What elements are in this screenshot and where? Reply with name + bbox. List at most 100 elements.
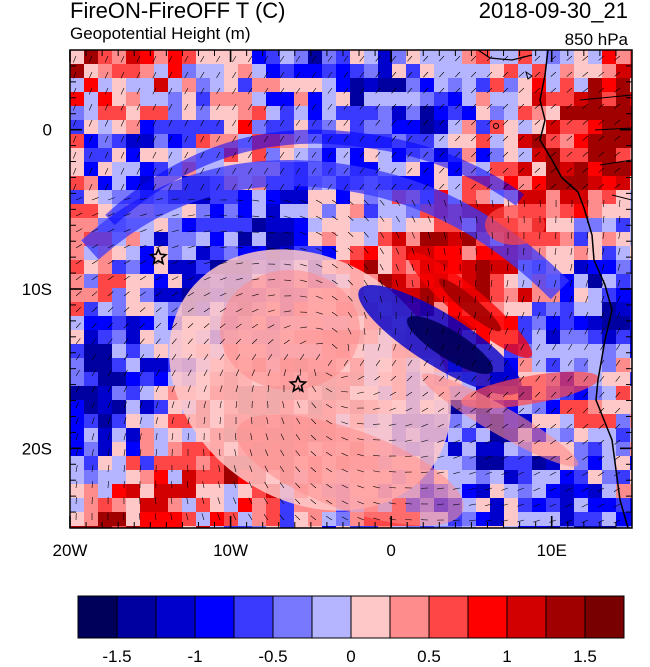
- wind-vector: [470, 151, 477, 158]
- wind-vector: [534, 151, 541, 157]
- wind-vector: [187, 245, 195, 249]
- wind-vector: [283, 354, 289, 361]
- wind-vector: [582, 455, 589, 461]
- wind-vector: [186, 481, 189, 489]
- field-cell: [616, 330, 631, 345]
- wind-vector: [299, 354, 305, 361]
- field-cell: [378, 204, 393, 219]
- wind-vector: [168, 151, 173, 159]
- wind-vector: [536, 343, 541, 351]
- field-cell: [70, 456, 85, 471]
- wind-vector: [216, 103, 221, 111]
- wind-vector: [341, 406, 349, 409]
- field-cell: [364, 92, 379, 107]
- wind-vector: [152, 167, 157, 175]
- wind-vector: [405, 423, 413, 427]
- field-cell: [84, 470, 99, 485]
- field-cell: [574, 428, 589, 443]
- field-cell: [196, 512, 211, 527]
- field-cell: [224, 120, 239, 135]
- wind-vector: [599, 391, 605, 398]
- wind-vector: [120, 87, 125, 95]
- field-cell: [126, 78, 141, 93]
- field-cell: [70, 372, 85, 387]
- wind-vector: [311, 402, 317, 409]
- wind-vector: [343, 151, 349, 158]
- wind-vector: [518, 183, 525, 190]
- field-cell: [602, 498, 617, 513]
- wind-vector: [584, 343, 589, 351]
- wind-vector: [248, 151, 253, 159]
- wind-vector: [341, 391, 349, 393]
- wind-vector: [552, 343, 557, 351]
- wind-vector: [155, 497, 157, 505]
- field-cell: [504, 526, 519, 528]
- wind-vector: [171, 214, 179, 217]
- field-cell: [210, 92, 225, 107]
- wind-vector: [296, 401, 301, 409]
- field-cell: [616, 260, 631, 275]
- wind-vector: [614, 71, 621, 77]
- field-cell: [504, 274, 519, 289]
- field-cell: [84, 372, 99, 387]
- wind-vector: [597, 487, 605, 492]
- field-cell: [98, 78, 113, 93]
- wind-vector: [91, 401, 96, 409]
- field-cell: [574, 400, 589, 415]
- field-cell: [168, 442, 183, 457]
- wind-vector: [391, 135, 397, 142]
- field-cell: [616, 428, 631, 443]
- field-cell: [84, 386, 99, 401]
- wind-vector: [200, 55, 205, 63]
- field-cell: [168, 526, 183, 528]
- wind-vector: [187, 292, 195, 297]
- field-cell: [448, 232, 463, 247]
- wind-vector: [550, 119, 557, 125]
- wind-vector: [520, 343, 525, 351]
- field-cell: [504, 162, 519, 177]
- wind-vector: [251, 199, 259, 202]
- wind-vector: [104, 151, 109, 159]
- field-cell: [84, 302, 99, 317]
- field-cell: [602, 470, 617, 485]
- field-cell: [462, 120, 477, 135]
- wind-vector: [395, 279, 399, 287]
- field-cell: [546, 484, 561, 499]
- field-cell: [476, 512, 491, 527]
- field-cell: [70, 274, 85, 289]
- wind-vector: [456, 343, 461, 351]
- wind-vector: [518, 391, 525, 398]
- wind-vector: [152, 55, 157, 63]
- field-cell: [322, 512, 337, 527]
- field-cell: [154, 456, 169, 471]
- wind-vector: [534, 71, 541, 77]
- field-cell: [448, 78, 463, 93]
- wind-vector: [136, 87, 141, 95]
- field-cell: [616, 302, 631, 317]
- field-cell: [322, 204, 337, 219]
- temperature-anomaly-features: [81, 129, 599, 526]
- wind-vector: [565, 519, 573, 523]
- wind-vector: [549, 503, 557, 508]
- field-cell: [560, 512, 575, 527]
- wind-vector: [549, 471, 557, 476]
- wind-vector: [187, 230, 195, 233]
- field-cell: [602, 274, 617, 289]
- wind-vector: [327, 119, 333, 126]
- wind-vector: [357, 453, 365, 457]
- field-cell: [616, 414, 631, 429]
- wind-vector: [200, 87, 205, 95]
- wind-vector: [454, 119, 461, 126]
- wind-vector: [248, 481, 253, 489]
- wind-vector: [538, 247, 541, 255]
- field-cell: [112, 526, 127, 528]
- wind-vector: [186, 497, 189, 505]
- wind-vector: [457, 327, 461, 335]
- field-cell: [574, 190, 589, 205]
- wind-vector: [554, 247, 557, 255]
- wind-vector: [203, 214, 211, 217]
- wind-vector: [422, 375, 429, 382]
- wind-vector: [73, 71, 77, 79]
- field-cell: [182, 526, 197, 528]
